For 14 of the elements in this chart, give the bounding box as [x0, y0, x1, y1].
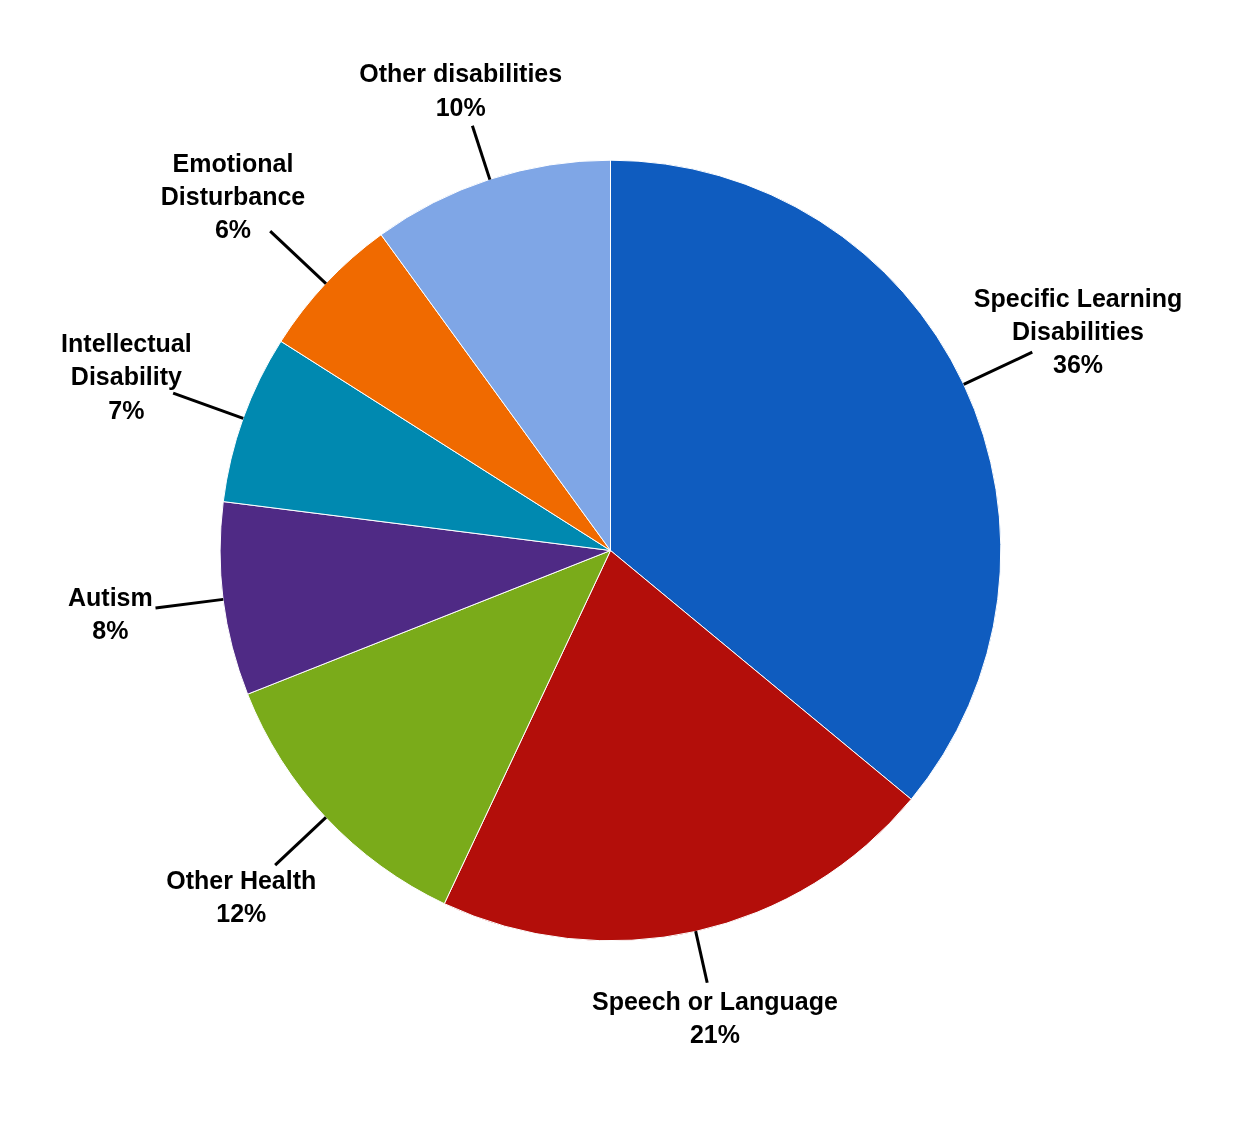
slice-label: Specific Learning Disabilities	[973, 283, 1183, 345]
slice-label: Emotional Disturbance	[160, 149, 306, 211]
slice-label: Other disabilities	[359, 59, 563, 88]
data-label: 7%	[108, 395, 145, 424]
data-label: 6%	[214, 215, 252, 244]
slice-label: Intellectual Disability	[61, 329, 192, 391]
slice-label: Autism	[67, 583, 153, 612]
data-label: 8%	[92, 616, 129, 645]
data-label: 10%	[435, 92, 486, 121]
slice-label: Speech or Language	[591, 986, 838, 1015]
data-label: 21%	[689, 1019, 740, 1048]
data-label: 36%	[1053, 349, 1104, 378]
data-label: 12%	[216, 899, 267, 928]
slice-label: Other Health	[166, 866, 317, 895]
